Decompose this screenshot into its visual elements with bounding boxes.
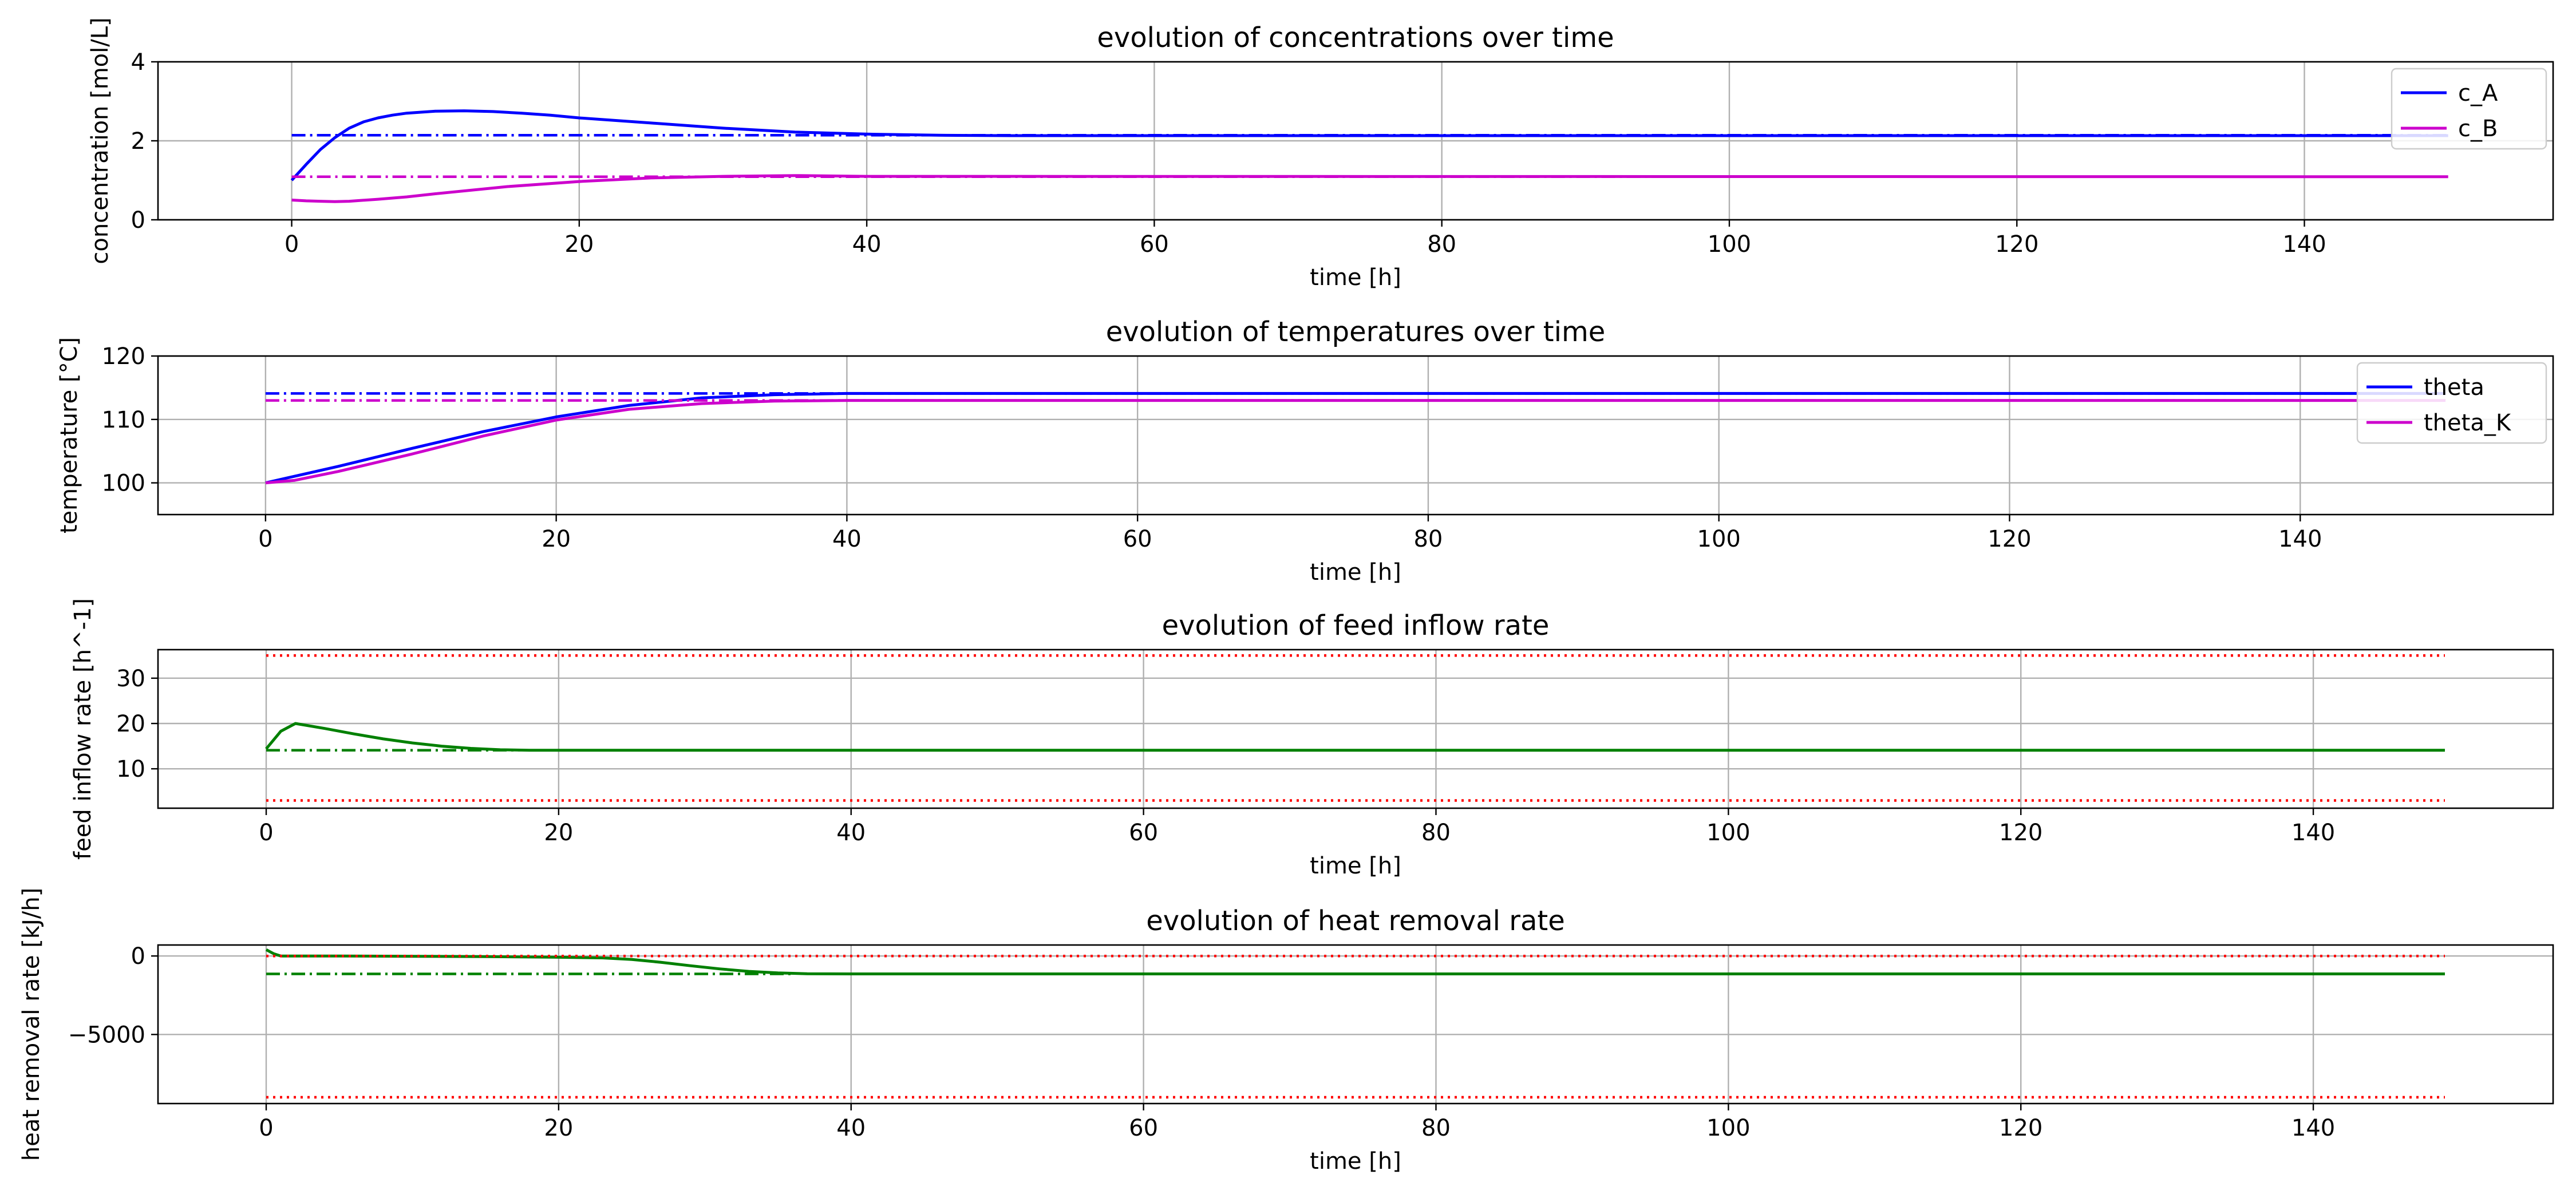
x-tick-label: 20 bbox=[544, 1115, 573, 1141]
x-tick-label: 140 bbox=[2282, 231, 2326, 258]
y-tick-label: 2 bbox=[131, 128, 145, 155]
y-tick-label: 4 bbox=[131, 49, 145, 76]
y-tick-label: 100 bbox=[102, 470, 145, 497]
chart-title: evolution of concentrations over time bbox=[1097, 22, 1614, 54]
y-tick-label: 0 bbox=[131, 943, 145, 970]
legend: c_A c_B bbox=[2391, 68, 2547, 150]
legend-label-theta: theta bbox=[2424, 374, 2484, 401]
y-tick-label: 0 bbox=[131, 207, 145, 234]
x-tick-label: 0 bbox=[258, 526, 272, 552]
series-group bbox=[265, 392, 2446, 485]
x-tick-label: 0 bbox=[259, 820, 273, 846]
chart-panel-4: 0 20 40 60 80 100 120 140 0 −5000 evolution of hea… bbox=[18, 888, 2554, 1175]
x-axis-label: time [h] bbox=[1310, 1148, 1401, 1175]
x-tick-label: 20 bbox=[544, 820, 573, 846]
x-tick-label: 60 bbox=[1129, 1115, 1158, 1141]
x-tick-label: 80 bbox=[1413, 526, 1443, 552]
x-tick-label: 140 bbox=[2291, 820, 2335, 846]
x-tick-label: 20 bbox=[564, 231, 594, 258]
y-axis-label: heat removal rate [kJ/h] bbox=[18, 888, 45, 1161]
chart-title: evolution of heat removal rate bbox=[1146, 905, 1564, 937]
x-tick-label: 120 bbox=[1999, 820, 2042, 846]
legend-label-c_a: c_A bbox=[2458, 80, 2498, 106]
x-tick-label: 40 bbox=[836, 1115, 866, 1141]
x-axis-label: time [h] bbox=[1310, 264, 1401, 291]
chart-title: evolution of feed inflow rate bbox=[1162, 610, 1550, 642]
x-tick-label: 60 bbox=[1140, 231, 1169, 258]
chart-panel-2: 0 20 40 60 80 100 120 140 100 110 120 evolution of … bbox=[56, 316, 2554, 586]
axes-frame bbox=[157, 944, 2554, 1105]
x-tick-label: 80 bbox=[1427, 231, 1456, 258]
y-tick-label: −5000 bbox=[68, 1022, 145, 1048]
y-tick-label: 10 bbox=[116, 756, 145, 782]
x-tick-label: 140 bbox=[2291, 1115, 2335, 1141]
y-tick-label: 30 bbox=[116, 666, 145, 692]
x-tick-label: 80 bbox=[1421, 1115, 1451, 1141]
x-tick-label: 120 bbox=[1999, 1115, 2042, 1141]
x-tick-label: 100 bbox=[1706, 820, 1750, 846]
x-tick-label: 100 bbox=[1706, 1115, 1750, 1141]
y-tick-label: 120 bbox=[102, 343, 145, 370]
chart-panel-1: 0 20 40 60 80 100 120 140 0 2 4 evolution of concen… bbox=[87, 17, 2554, 291]
y-axis-label: concentration [mol/L] bbox=[87, 17, 113, 264]
axes-frame bbox=[157, 649, 2554, 809]
series-line-c_a bbox=[290, 109, 2448, 181]
x-tick-label: 40 bbox=[832, 526, 862, 552]
x-tick-label: 120 bbox=[1995, 231, 2038, 258]
x-tick-label: 0 bbox=[259, 1115, 273, 1141]
series-line-solid-0 bbox=[265, 948, 2445, 975]
x-tick-label: 40 bbox=[836, 820, 866, 846]
chart-title: evolution of temperatures over time bbox=[1106, 316, 1606, 348]
series-group bbox=[265, 948, 2445, 1099]
series-line-theta bbox=[265, 392, 2446, 485]
x-tick-label: 60 bbox=[1129, 820, 1158, 846]
x-tick-label: 80 bbox=[1421, 820, 1451, 846]
x-tick-label: 120 bbox=[1988, 526, 2031, 552]
x-tick-label: 140 bbox=[2278, 526, 2322, 552]
chart-panel-3: 0 20 40 60 80 100 120 140 10 20 30 evolution of fee… bbox=[70, 598, 2554, 879]
series-group bbox=[265, 654, 2445, 802]
y-axis-label: temperature [°C] bbox=[56, 337, 82, 533]
legend: theta theta_K bbox=[2356, 362, 2547, 444]
x-tick-label: 0 bbox=[285, 231, 299, 258]
x-tick-label: 100 bbox=[1697, 526, 1741, 552]
y-axis-label: feed inflow rate [h^-1] bbox=[70, 598, 96, 860]
x-tick-label: 20 bbox=[542, 526, 571, 552]
x-tick-label: 100 bbox=[1708, 231, 1751, 258]
x-tick-label: 60 bbox=[1123, 526, 1152, 552]
axes-frame bbox=[157, 355, 2554, 516]
x-tick-label: 40 bbox=[852, 231, 882, 258]
legend-label-c_b: c_B bbox=[2458, 116, 2498, 142]
y-tick-label: 110 bbox=[102, 407, 145, 433]
series-group bbox=[290, 109, 2448, 203]
y-tick-label: 20 bbox=[116, 711, 145, 737]
legend-label-theta_k: theta_K bbox=[2424, 410, 2512, 436]
x-axis-label: time [h] bbox=[1310, 853, 1401, 879]
x-axis-label: time [h] bbox=[1310, 559, 1401, 586]
